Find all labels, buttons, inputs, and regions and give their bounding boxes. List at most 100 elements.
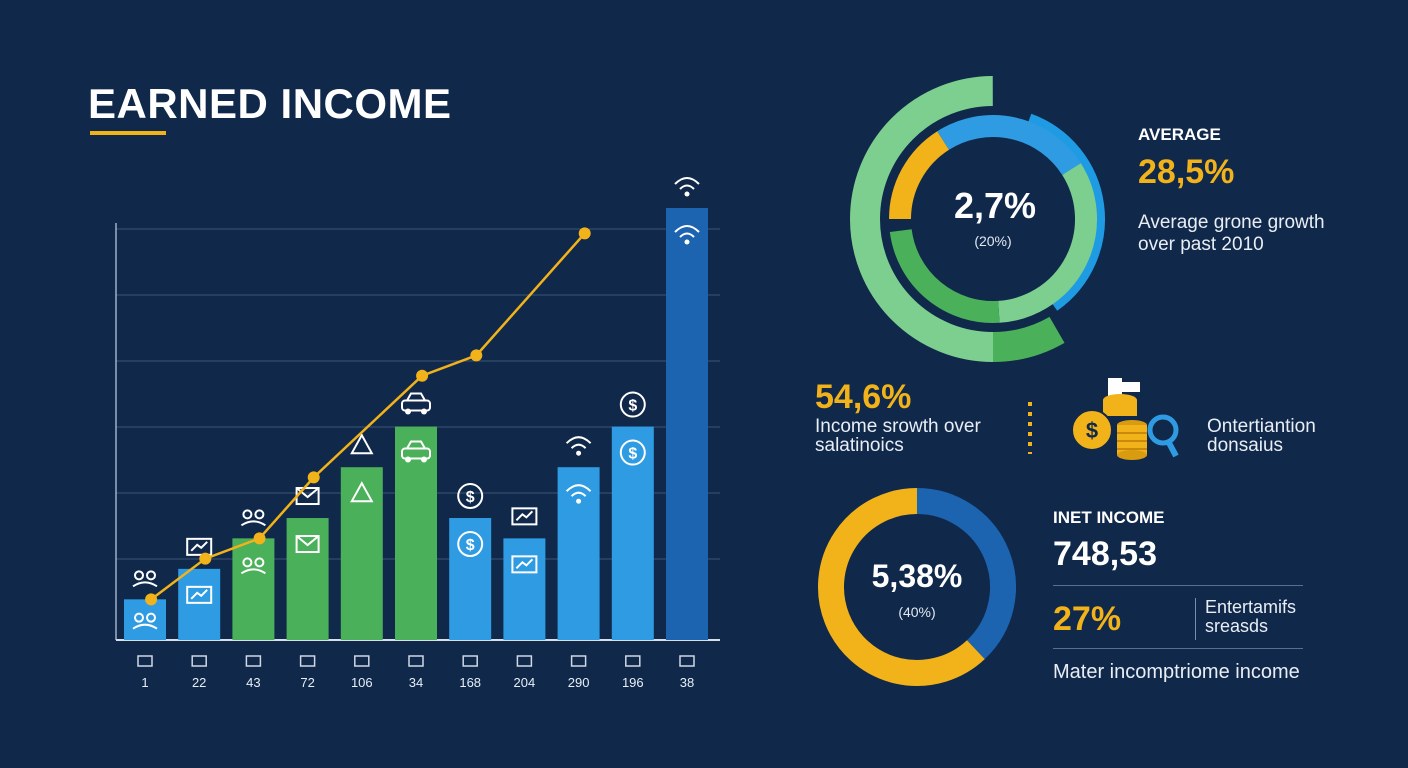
coins-label-line1: Ontertiantion <box>1207 416 1316 437</box>
average-value: 28,5% <box>1138 153 1235 191</box>
scale-icon <box>350 481 374 503</box>
growth-desc-line1: Income srowth over <box>815 416 981 437</box>
tick-bus-icon <box>625 655 641 667</box>
tick-label-3: 72 <box>300 675 314 690</box>
top-donut-chart: 2,7% (20%) <box>850 76 1105 362</box>
bar-top-document-icon <box>511 507 538 526</box>
top-inner-segment-3 <box>889 228 1000 323</box>
wifi-icon <box>565 484 592 504</box>
bar-top-people-icon <box>240 509 266 527</box>
bar-group-4 <box>340 433 383 640</box>
trend-point-3 <box>307 471 320 484</box>
bar-top-wifi-icon <box>674 177 700 197</box>
tick-label-9: 196 <box>622 675 644 690</box>
bars-layer: $$$$ <box>124 177 708 640</box>
net-percent: 27% <box>1053 600 1122 638</box>
bar-group-0 <box>124 570 166 640</box>
svg-text:$: $ <box>1086 418 1098 443</box>
growth-value: 54,6% <box>815 378 912 416</box>
bar-38 <box>666 208 708 640</box>
bottom-donut-chart: 5,38% (40%) <box>818 488 1016 686</box>
trend-point-5 <box>470 349 483 362</box>
bar-196 <box>611 426 654 640</box>
coins-label-line2: donsaius <box>1207 435 1284 456</box>
tick-label-2: 43 <box>246 675 260 690</box>
bar-top-dollar-icon: $ <box>457 483 484 510</box>
trend-point-2 <box>253 532 266 545</box>
tick-label-4: 106 <box>351 675 373 690</box>
bar-1 <box>124 599 166 640</box>
growth-separator <box>1028 402 1032 454</box>
net-vertical-divider <box>1195 598 1196 640</box>
net-footer: Mater incomptriome income <box>1053 661 1300 683</box>
bottom-donut-center-value: 5,38% <box>872 558 963 594</box>
svg-text:$: $ <box>628 398 637 415</box>
bar-top-dollar-icon: $ <box>619 391 646 418</box>
bar-top-scale-icon <box>350 433 374 455</box>
tick-label-7: 204 <box>514 675 536 690</box>
line-layer <box>145 227 591 606</box>
bar-43 <box>232 538 275 640</box>
bar-34 <box>395 426 437 640</box>
top-inner-segment-2 <box>997 163 1097 323</box>
bottom-donut-ring <box>818 488 1016 686</box>
net-divider-bottom <box>1053 648 1303 649</box>
bar-72 <box>286 518 329 640</box>
tick-person-icon <box>408 655 424 667</box>
bottom-segment-1 <box>818 488 985 686</box>
top-donut-center-value: 2,7% <box>954 185 1036 226</box>
wifi-icon <box>674 225 700 245</box>
mail-icon <box>295 535 320 554</box>
bar-168 <box>449 518 492 640</box>
bar-204 <box>503 538 546 640</box>
bar-group-8 <box>557 436 600 640</box>
tick-gear-icon <box>516 655 533 667</box>
tick-car-icon <box>245 655 262 667</box>
top-outer-segment-green <box>850 76 994 362</box>
average-desc-line2: over past 2010 <box>1138 234 1264 255</box>
tick-label-10: 38 <box>680 675 694 690</box>
bottom-donut-center-sub: (40%) <box>898 604 935 620</box>
tick-house-icon <box>570 655 587 667</box>
bar-group-6: $$ <box>449 483 492 640</box>
bar-group-1 <box>178 537 221 640</box>
top-donut-inner-ring <box>889 115 1097 323</box>
dollar-icon: $ <box>619 439 646 466</box>
net-divider-top <box>1053 585 1303 586</box>
tick-label-5: 34 <box>409 675 423 690</box>
bottom-segment-0 <box>916 488 1016 660</box>
people-icon <box>132 612 158 630</box>
tick-label-0: 1 <box>141 675 148 690</box>
top-donut-center-sub: (20%) <box>974 233 1011 249</box>
bar-top-chart-screen-icon <box>186 537 213 556</box>
bar-22 <box>178 568 221 640</box>
tick-barbell-icon <box>191 655 207 667</box>
tick-label-1: 22 <box>192 675 206 690</box>
top-outer-segment-dark-green <box>992 316 1065 362</box>
top-inner-segment-0 <box>889 131 950 220</box>
people-icon <box>240 557 266 575</box>
bar-group-2 <box>232 509 275 640</box>
dollar-icon: $ <box>457 531 484 558</box>
tick-label-8: 290 <box>568 675 590 690</box>
tick-car-icon <box>137 655 153 667</box>
bar-290 <box>557 467 600 640</box>
title-underline <box>90 131 166 135</box>
page-title: EARNED INCOME <box>88 80 452 127</box>
trend-point-6 <box>578 227 591 240</box>
chart-screen-icon <box>186 585 213 604</box>
tick-person-icon <box>462 655 478 667</box>
average-desc-line1: Average grone growth <box>1138 212 1325 233</box>
tick-person-icon <box>354 655 370 667</box>
growth-desc-line2: salatinoics <box>815 435 904 456</box>
average-label: AVERAGE <box>1138 125 1221 144</box>
net-income-value: 748,53 <box>1053 535 1157 573</box>
net-side-line1: Entertamifs <box>1205 597 1297 617</box>
svg-text:$: $ <box>628 446 637 463</box>
document-icon <box>511 555 538 574</box>
tick-label-6: 168 <box>459 675 481 690</box>
bar-106 <box>340 467 383 640</box>
bar-group-10 <box>666 177 708 640</box>
ticks-layer: 1 22 43 72 106 34 168 204 290 196 38 <box>137 655 695 690</box>
